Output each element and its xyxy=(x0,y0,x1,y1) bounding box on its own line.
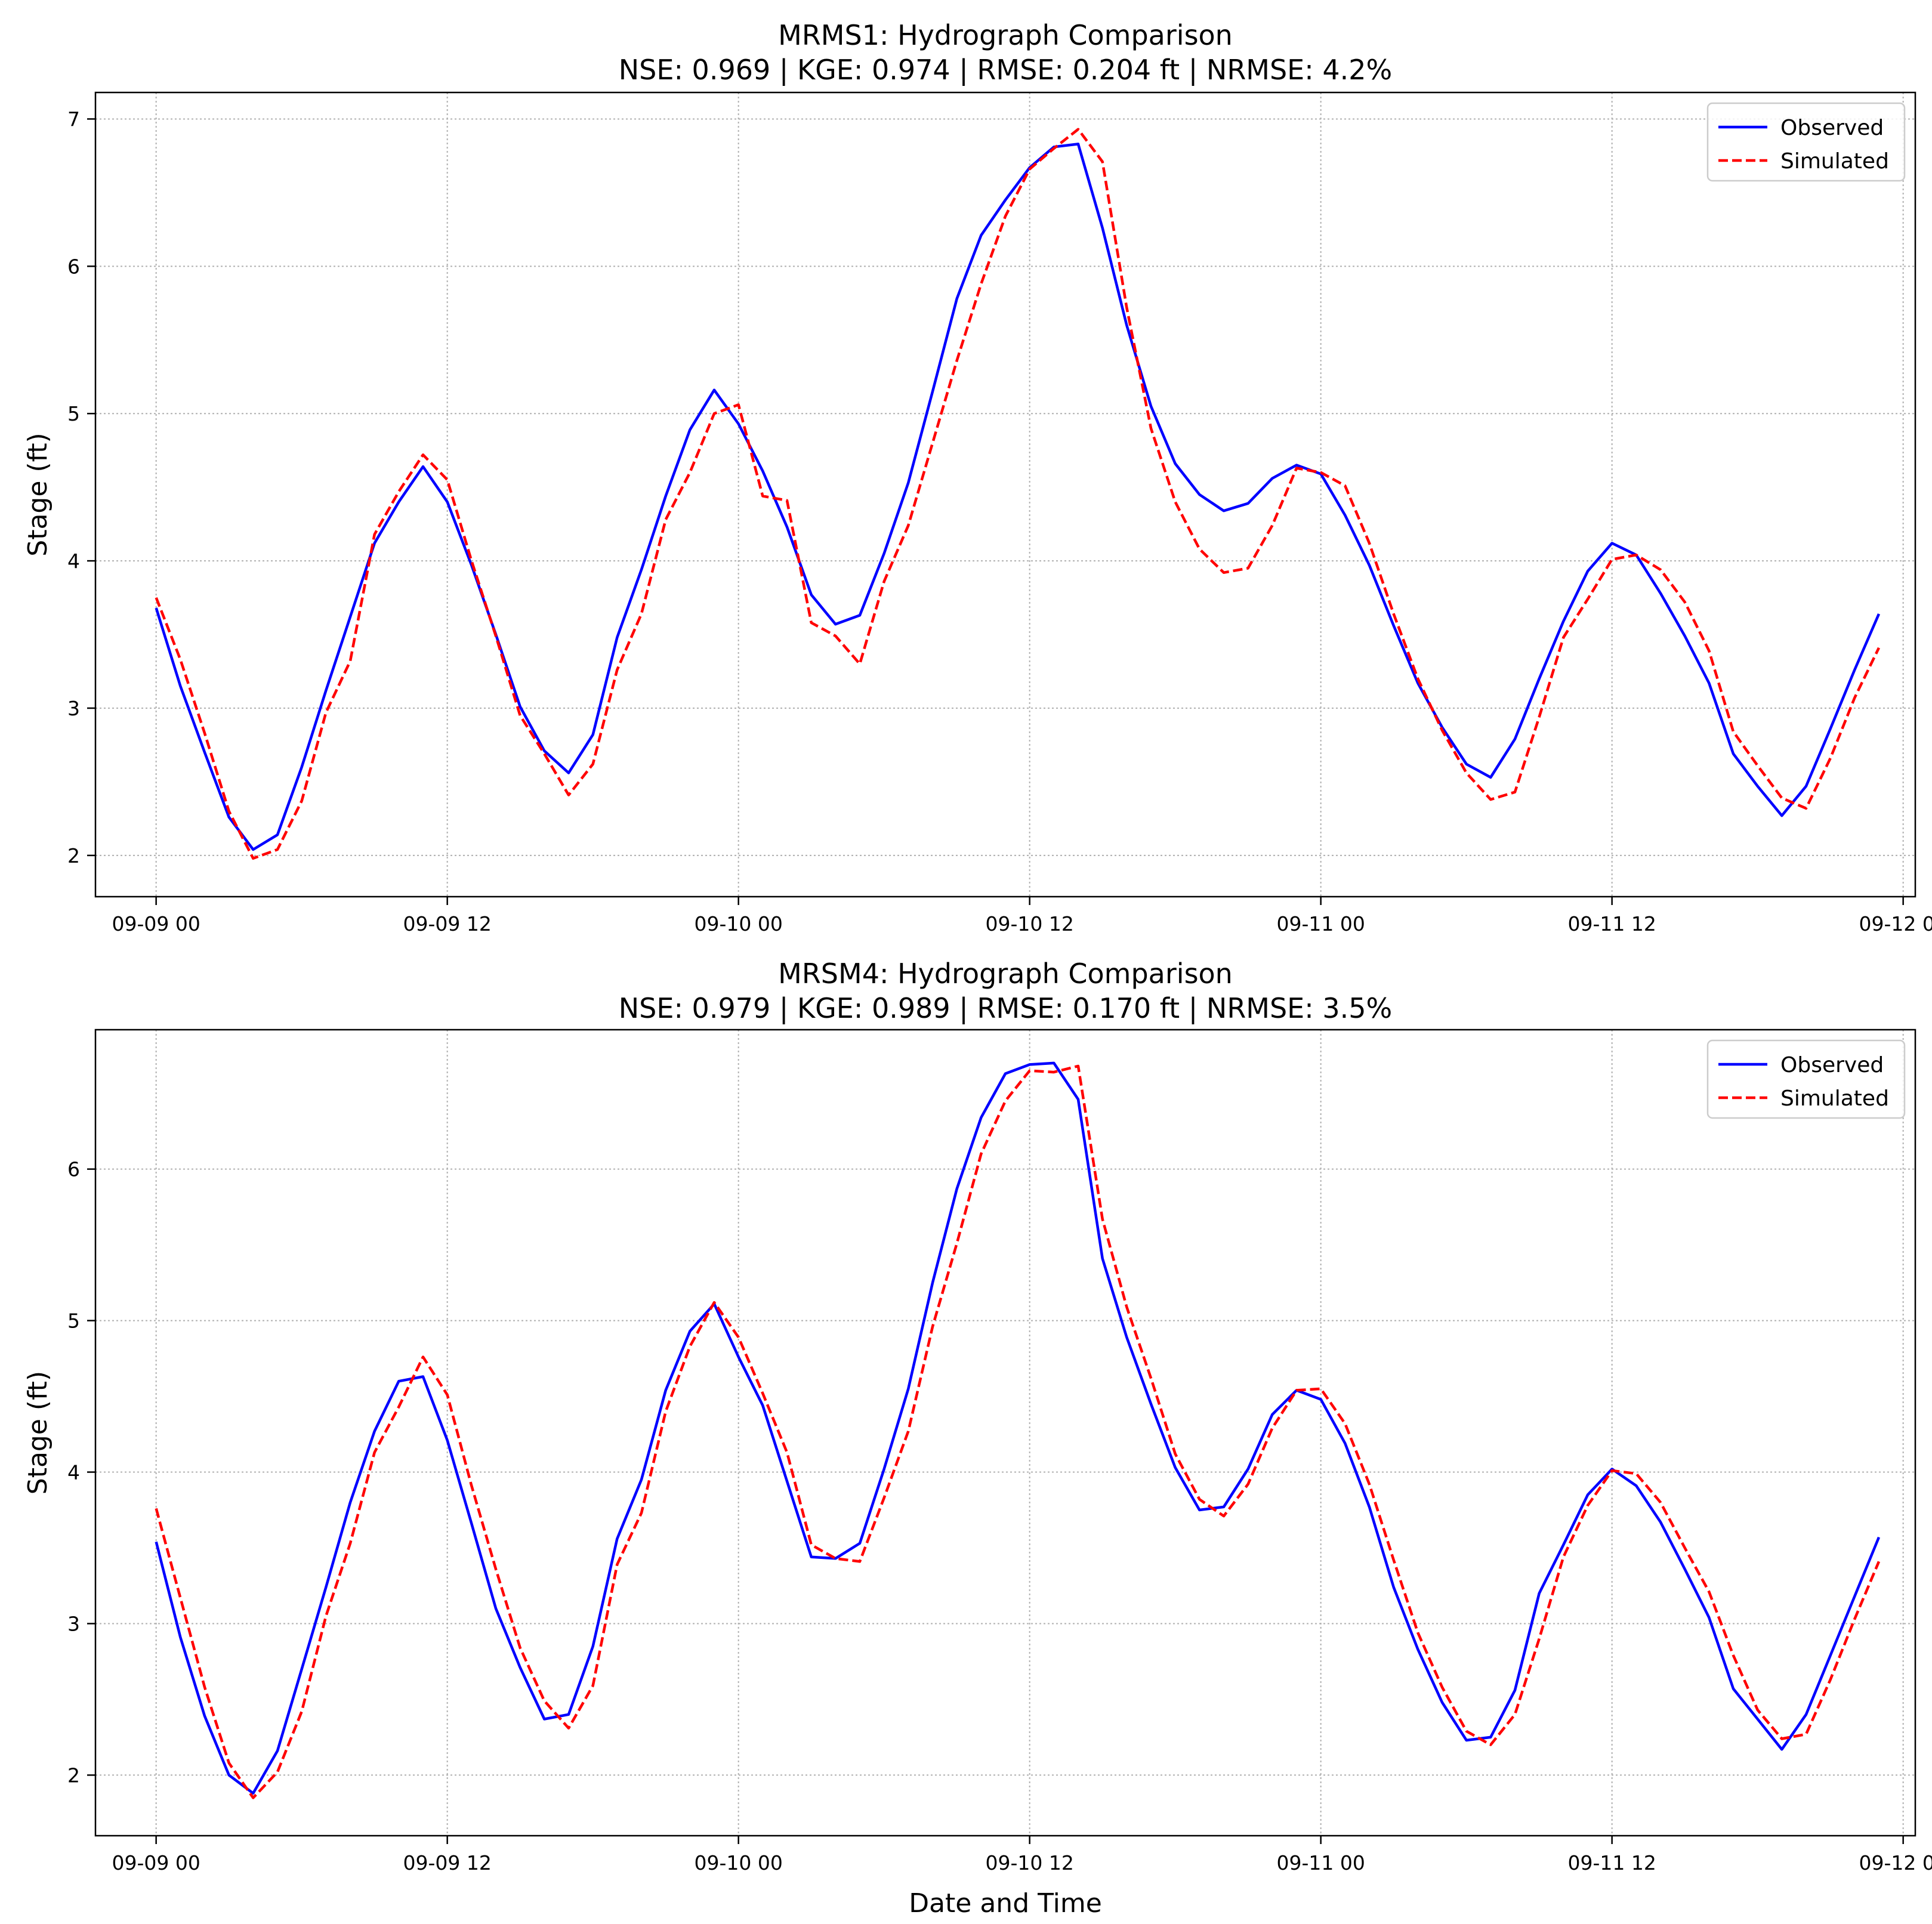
y-tick-label: 5 xyxy=(67,1310,80,1333)
chart-subtitle: NSE: 0.969 | KGE: 0.974 | RMSE: 0.204 ft… xyxy=(619,54,1392,87)
legend-label-observed: Observed xyxy=(1780,1053,1884,1077)
x-tick-label: 09-09 00 xyxy=(112,912,200,935)
x-tick-label: 09-12 00 xyxy=(1859,1851,1932,1874)
x-tick-label: 09-12 00 xyxy=(1859,912,1932,935)
plot-frame xyxy=(94,1029,1916,1837)
y-tick-label: 4 xyxy=(67,549,80,573)
series-line-observed xyxy=(155,143,1881,851)
legend-label-simulated: Simulated xyxy=(1780,1086,1889,1111)
chart-title: MRSM4: Hydrograph Comparison xyxy=(778,958,1233,990)
legend-box xyxy=(1706,1039,1906,1119)
y-tick-label: 3 xyxy=(67,697,80,720)
y-tick-label: 4 xyxy=(67,1461,80,1484)
series-group xyxy=(155,1061,1881,1799)
y-tick-label: 6 xyxy=(67,1158,80,1181)
x-tick-label: 09-09 12 xyxy=(403,912,491,935)
x-tick-label: 09-11 12 xyxy=(1567,912,1656,935)
plot-frame xyxy=(94,91,1916,898)
chart-subtitle: NSE: 0.979 | KGE: 0.989 | RMSE: 0.170 ft… xyxy=(619,992,1392,1025)
series-line-observed xyxy=(155,1061,1881,1795)
y-tick-label: 3 xyxy=(67,1612,80,1635)
grid xyxy=(95,1030,1915,1836)
x-tick-label: 09-10 12 xyxy=(985,1851,1073,1874)
y-tick-label: 7 xyxy=(67,107,80,131)
y-axis-label: Stage (ft) xyxy=(23,433,53,556)
legend: Observed Simulated xyxy=(1706,1039,1906,1119)
y-tick-label: 5 xyxy=(67,402,80,425)
legend-box xyxy=(1706,102,1906,182)
x-tick-label: 09-10 00 xyxy=(694,1851,782,1874)
chart-title: MRMS1: Hydrograph Comparison xyxy=(778,19,1233,51)
legend: Observed Simulated xyxy=(1706,102,1906,182)
y-tick-label: 2 xyxy=(67,844,80,867)
x-axis-label: Date and Time xyxy=(909,1888,1102,1919)
y-axis-label: Stage (ft) xyxy=(23,1371,53,1494)
x-tick-label: 09-11 12 xyxy=(1567,1851,1656,1874)
x-tick-label: 09-11 00 xyxy=(1276,1851,1365,1874)
x-tick-label: 09-11 00 xyxy=(1276,912,1365,935)
x-tick-label: 09-09 00 xyxy=(112,1851,200,1874)
grid xyxy=(95,92,1915,897)
series-group xyxy=(155,128,1881,860)
x-tick-label: 09-10 12 xyxy=(985,912,1073,935)
x-tick-label: 09-10 00 xyxy=(694,912,782,935)
series-line-simulated xyxy=(155,1064,1881,1799)
y-tick-label: 2 xyxy=(67,1764,80,1787)
legend-label-simulated: Simulated xyxy=(1780,149,1889,174)
x-tick-label: 09-09 12 xyxy=(403,1851,491,1874)
legend-label-observed: Observed xyxy=(1780,116,1884,140)
y-tick-label: 6 xyxy=(67,255,80,278)
series-line-simulated xyxy=(155,128,1881,860)
